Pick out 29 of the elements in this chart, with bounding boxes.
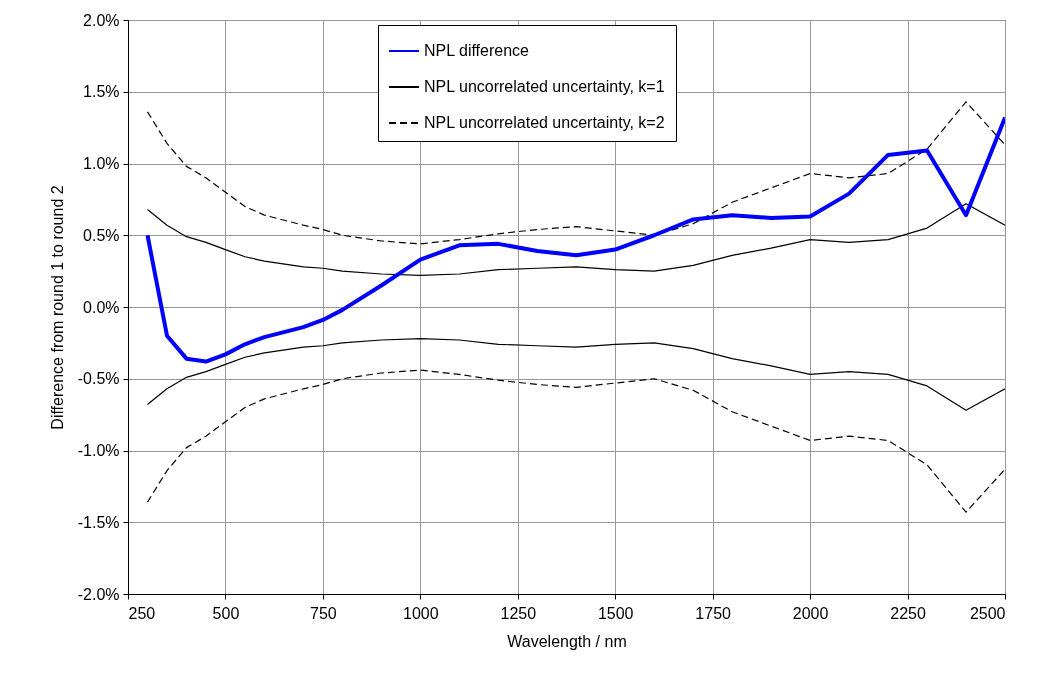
x-tick-label: 1750	[695, 604, 732, 622]
x-tick-label: 1000	[403, 604, 439, 622]
x-tick-label: 1500	[597, 604, 634, 622]
y-tick-label: 1.5%	[83, 83, 120, 101]
y-tick-label: 0.5%	[83, 226, 120, 244]
y-tick-label: -2.0%	[77, 585, 120, 603]
y-tick-label: -1.0%	[77, 442, 120, 459]
x-tick-label: 2250	[890, 604, 926, 622]
line-series	[146, 101, 1005, 245]
x-tick-label: 1250	[500, 604, 537, 622]
y-tick-label: 0.0%	[83, 298, 120, 316]
line-series	[146, 369, 1005, 513]
x-tick-label: 750	[310, 604, 337, 622]
y-tick-label: -0.5%	[77, 370, 120, 388]
x-axis-title: Wavelength / nm	[507, 632, 627, 650]
y-tick-label: 1.0%	[83, 155, 120, 172]
x-tick-label: 2000	[792, 604, 829, 622]
x-tick-label: 2500	[969, 604, 1006, 622]
legend-label: NPL uncorrelated uncertainty, k=2	[424, 114, 665, 131]
y-tick-label: 2.0%	[83, 11, 120, 29]
legend-label: NPL difference	[424, 42, 530, 59]
line-series	[145, 115, 1005, 364]
line-series	[146, 203, 1005, 277]
y-axis-title: Difference from round 1 to round 2	[48, 185, 66, 430]
x-tick-label: 250	[128, 604, 156, 622]
y-tick-label: -1.5%	[77, 513, 120, 531]
x-tick-label: 500	[212, 604, 240, 622]
legend-label: NPL uncorrelated uncertainty, k=1	[424, 78, 665, 95]
line-series	[146, 337, 1005, 411]
